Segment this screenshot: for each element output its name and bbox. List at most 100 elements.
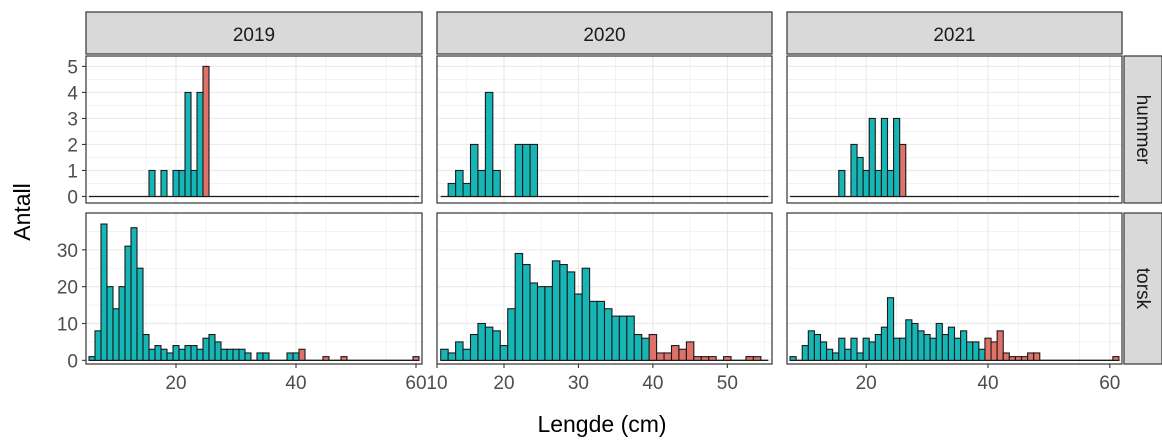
histogram-bar [256, 352, 264, 361]
histogram-bar [826, 348, 834, 361]
histogram-bar [960, 330, 968, 361]
facet-strip-label-2019: 2019 [233, 25, 275, 46]
histogram-bar [1008, 356, 1016, 361]
histogram-bar [118, 286, 126, 361]
histogram-bar [832, 352, 840, 361]
histogram-bar [633, 333, 643, 361]
panel-2019-hummer: 0 1 2 3 4 5 [67, 55, 423, 208]
histogram-bar [462, 348, 472, 361]
x-tick-label: 20 [493, 373, 514, 394]
x-tick-label: 60 [1099, 373, 1120, 394]
histogram-bar [886, 297, 895, 361]
histogram-bar [124, 245, 132, 361]
facet-strip-label-torsk: torsk [1132, 268, 1153, 310]
histogram-bar [178, 348, 186, 361]
histogram-bar [142, 333, 150, 361]
histogram-bar [893, 337, 901, 361]
facet-strip-label-2020: 2020 [583, 25, 625, 46]
histogram-bar [88, 356, 96, 361]
histogram-bar [514, 252, 524, 361]
histogram-bar [581, 267, 591, 361]
panel-background [86, 56, 422, 203]
histogram-bar [559, 264, 568, 361]
histogram-bar [978, 348, 986, 361]
histogram-bar [220, 348, 228, 361]
histogram-bar [94, 330, 102, 361]
histogram-bar [514, 143, 524, 198]
histogram-bar [172, 345, 180, 361]
histogram-bar [469, 333, 479, 361]
histogram-bar [708, 356, 717, 361]
histogram-bar [340, 356, 348, 361]
histogram-bar [492, 330, 501, 361]
histogram-bar [196, 91, 204, 198]
y-tick-label: 3 [67, 109, 78, 130]
histogram-bar [893, 117, 901, 198]
histogram-bar [1014, 356, 1023, 361]
histogram-bar [1027, 352, 1035, 361]
histogram-bar [469, 143, 479, 198]
histogram-bar [1020, 356, 1029, 361]
histogram-bar [566, 271, 576, 361]
panel-border [436, 212, 773, 365]
histogram-bar [130, 227, 138, 361]
histogram-bar [838, 169, 846, 198]
histogram-bar [603, 308, 613, 361]
histogram-bar [492, 169, 501, 198]
histogram-bar [160, 169, 168, 198]
histogram-bar [789, 356, 797, 361]
histogram-bar [862, 337, 870, 361]
histogram-bar [807, 330, 815, 361]
histogram-bar [262, 352, 270, 361]
histogram-bar [522, 143, 531, 198]
histogram-bar [166, 352, 174, 361]
histogram-bar [813, 333, 822, 361]
y-tick-label: 5 [67, 57, 78, 78]
histogram-bar [700, 356, 710, 361]
histogram-bar [663, 352, 673, 361]
y-tick-label: 10 [57, 314, 78, 335]
y-tick-label: 0 [67, 351, 78, 372]
facet-strip-label-hummer: hummer [1132, 95, 1153, 165]
y-tick-label: 4 [67, 83, 78, 104]
histogram-bar [477, 322, 486, 361]
histogram-bar [238, 348, 246, 361]
histogram-bar [322, 356, 330, 361]
histogram-bar [752, 356, 762, 361]
histogram-bar [935, 322, 943, 361]
histogram-bar [1112, 356, 1120, 361]
panel-border [786, 212, 1123, 365]
histogram-bar [745, 356, 754, 361]
histogram-bar [214, 341, 222, 361]
histogram-bar [819, 341, 828, 361]
histogram-bar [990, 341, 998, 361]
histogram-bar [522, 264, 531, 361]
histogram-bar [856, 156, 864, 198]
histogram-bar [447, 182, 457, 198]
histogram-bar [844, 348, 852, 361]
panel-2019-torsk: 0 10 20 30 20 40 60 [57, 212, 427, 394]
histogram-bar [1033, 352, 1041, 361]
panel-border [85, 212, 423, 365]
histogram-bar [611, 315, 620, 361]
x-tick-label: 40 [977, 373, 998, 394]
histogram-bar [941, 333, 949, 361]
histogram-bar [574, 293, 583, 361]
histogram-bar [618, 315, 628, 361]
histogram-bar [136, 267, 144, 361]
histogram-bar [972, 341, 980, 361]
histogram-bar [536, 286, 546, 361]
histogram-bar [529, 143, 539, 198]
histogram-bar [911, 322, 919, 361]
facet-strip-hummer [1123, 55, 1162, 204]
histogram-bar [953, 337, 962, 361]
histogram-bar [886, 169, 895, 198]
histogram-bar [868, 341, 876, 361]
histogram-bar [850, 337, 858, 361]
x-tick-label: 60 [405, 373, 426, 394]
x-tick-label: 10 [426, 373, 447, 394]
histogram-bar [917, 330, 925, 361]
y-tick-label: 1 [67, 161, 78, 182]
histogram-bar [484, 91, 494, 198]
y-tick-label: 20 [57, 278, 78, 299]
